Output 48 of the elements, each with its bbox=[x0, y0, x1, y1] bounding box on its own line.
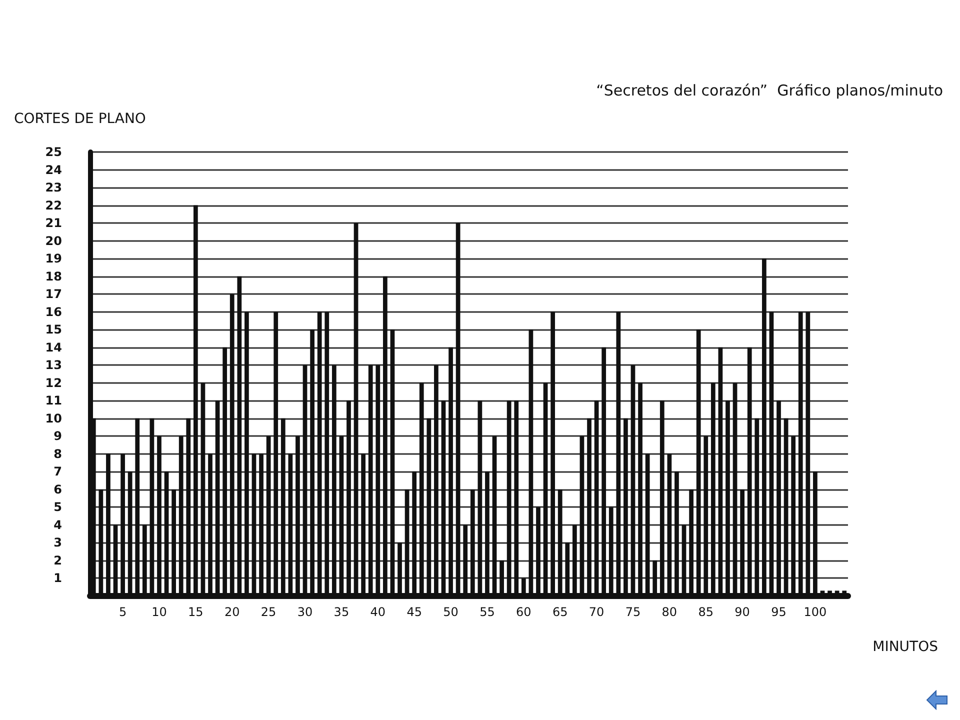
y-tick-label: 25 bbox=[45, 145, 62, 159]
y-tick-label: 1 bbox=[54, 571, 62, 586]
y-tick-label: 10 bbox=[45, 411, 62, 426]
x-tick-label: 75 bbox=[625, 605, 641, 619]
x-tick-label: 95 bbox=[771, 605, 786, 619]
x-tick-label: 25 bbox=[260, 605, 276, 619]
y-tick-label: 21 bbox=[45, 216, 62, 230]
x-tick-label: 40 bbox=[370, 605, 386, 619]
y-tick-label: 14 bbox=[45, 340, 62, 354]
x-tick-label: 20 bbox=[224, 605, 240, 619]
x-tick-label: 5 bbox=[118, 605, 127, 619]
x-tick-label: 55 bbox=[480, 605, 495, 619]
y-tick-label: 12 bbox=[45, 376, 62, 390]
y-tick-label: 23 bbox=[45, 180, 62, 195]
y-tick-label: 9 bbox=[54, 429, 62, 444]
chart-title: “Secretos del corazón” Gráfico planos/minuto bbox=[596, 82, 944, 100]
y-tick-label: 20 bbox=[45, 234, 62, 248]
y-tick-label: 5 bbox=[54, 500, 62, 514]
x-axis-title: MINUTOS bbox=[872, 639, 938, 655]
x-tick-label: 50 bbox=[443, 605, 458, 619]
x-tick-label: 65 bbox=[552, 605, 568, 619]
x-tick-label: 90 bbox=[734, 605, 750, 619]
x-tick-label: 60 bbox=[516, 605, 532, 619]
x-tick-label: 35 bbox=[334, 605, 350, 619]
x-tick-label: 10 bbox=[152, 605, 167, 619]
x-tick-label: 15 bbox=[188, 605, 204, 619]
x-tick-label: 30 bbox=[297, 605, 313, 619]
y-tick-label: 8 bbox=[54, 446, 62, 461]
y-tick-label: 19 bbox=[45, 252, 62, 266]
y-tick-label: 2 bbox=[54, 553, 62, 568]
y-tick-label: 24 bbox=[45, 162, 62, 177]
y-tick-label: 18 bbox=[45, 269, 62, 284]
y-tick-label: 3 bbox=[54, 536, 62, 550]
y-tick-label: 7 bbox=[54, 464, 62, 479]
x-tick-label: 100 bbox=[804, 605, 827, 619]
y-tick-label: 22 bbox=[45, 198, 62, 212]
y-tick-label: 4 bbox=[54, 518, 62, 532]
x-tick-label: 70 bbox=[588, 605, 604, 619]
y-tick-label: 6 bbox=[54, 482, 62, 496]
y-tick-label: 13 bbox=[45, 358, 62, 372]
y-tick-label: 15 bbox=[45, 322, 62, 337]
x-tick-label: 45 bbox=[406, 605, 422, 619]
y-axis-title: CORTES DE PLANO bbox=[14, 111, 146, 127]
y-tick-label: 16 bbox=[45, 304, 62, 319]
x-tick-label: 80 bbox=[662, 605, 678, 619]
y-tick-label: 11 bbox=[45, 394, 62, 408]
x-tick-label: 85 bbox=[698, 605, 714, 619]
y-tick-label: 17 bbox=[45, 287, 62, 302]
